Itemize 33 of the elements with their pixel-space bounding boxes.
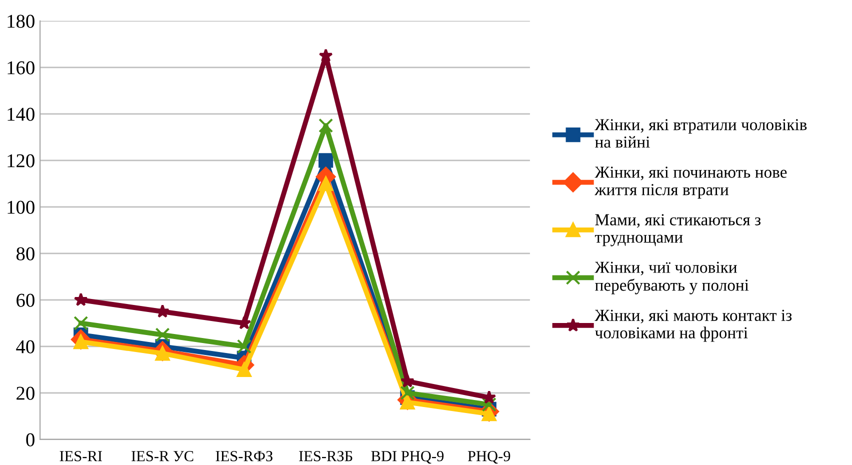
- x-tick-label: BDI PHQ-9: [371, 451, 444, 464]
- legend-label: Жінки, які починають нове життя після втрати: [594, 166, 787, 199]
- y-tick-label: 60: [16, 294, 34, 307]
- legend-label: Мами, які стикаються з труднощами: [594, 214, 761, 246]
- x-tick-label: PHQ-9: [468, 451, 510, 464]
- y-tick-label: 100: [8, 200, 34, 214]
- point: [318, 176, 334, 191]
- point: [318, 118, 334, 133]
- point: [318, 48, 333, 62]
- legend-label: Жінки, які мають контакт із чоловіками на фронті: [594, 310, 792, 342]
- point: [155, 328, 170, 342]
- y-tick-label: 0: [26, 433, 34, 446]
- x-tick-label: IES-RЗБ: [299, 451, 352, 462]
- point: [236, 339, 252, 354]
- legend-label: Жінки, які втратили чоловіків на війні: [594, 119, 807, 148]
- point: [318, 153, 334, 168]
- point: [74, 292, 88, 306]
- y-tick-label: 40: [16, 340, 34, 354]
- y-tick-label: 120: [8, 154, 34, 168]
- point: [400, 386, 415, 400]
- y-tick-label: 180: [8, 14, 34, 28]
- y-tick-label: 140: [8, 108, 34, 121]
- x-tick-label: IES-RI: [60, 451, 102, 462]
- legend-label: Жінки, чиї чоловіки перебувають у полоні: [594, 262, 749, 294]
- point: [74, 316, 88, 330]
- y-tick-label: 20: [16, 386, 34, 400]
- y-tick-label: 80: [16, 247, 34, 260]
- point: [236, 362, 252, 377]
- x-tick-label: IES-R УС: [132, 451, 194, 462]
- x-tick-label: IES-RФЗ: [216, 451, 272, 462]
- point: [156, 304, 170, 318]
- y-tick-label: 160: [8, 61, 34, 74]
- point: [400, 374, 414, 388]
